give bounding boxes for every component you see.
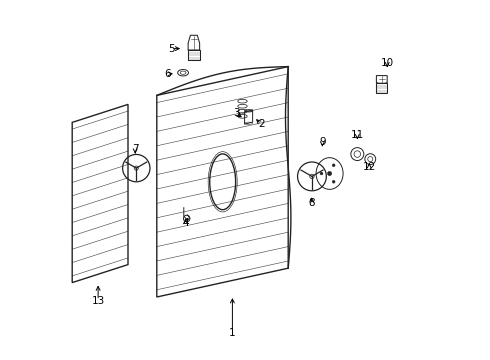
Text: 2: 2: [258, 119, 265, 129]
Circle shape: [332, 180, 335, 183]
Circle shape: [320, 172, 323, 175]
Text: 4: 4: [182, 218, 189, 228]
Text: 5: 5: [168, 44, 174, 54]
Text: 6: 6: [164, 69, 171, 79]
Text: 7: 7: [132, 144, 139, 154]
Circle shape: [332, 164, 335, 167]
Text: 8: 8: [308, 198, 315, 208]
Circle shape: [327, 171, 332, 176]
Text: 9: 9: [319, 137, 326, 147]
Text: 1: 1: [229, 328, 236, 338]
Text: 13: 13: [92, 296, 105, 306]
Text: 12: 12: [363, 162, 376, 172]
Text: 10: 10: [381, 58, 394, 68]
Text: 11: 11: [351, 130, 364, 140]
Text: 3: 3: [233, 108, 239, 118]
